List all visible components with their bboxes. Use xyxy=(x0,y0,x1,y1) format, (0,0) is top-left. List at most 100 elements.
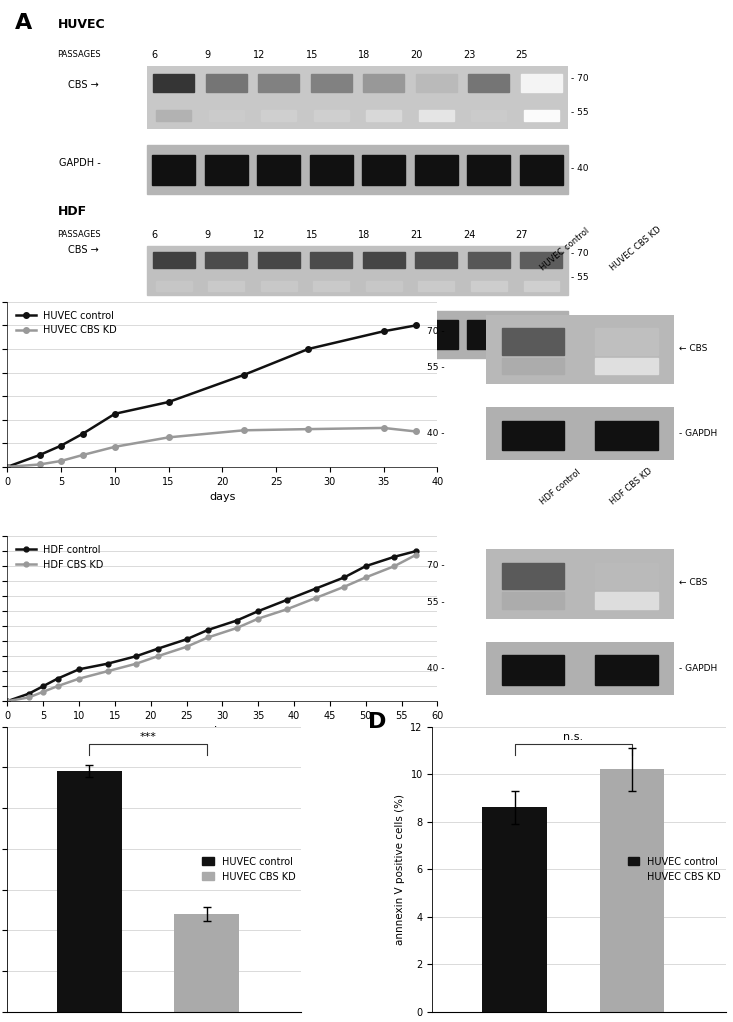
Bar xyxy=(156,110,191,122)
HDF control xyxy=(232,614,241,626)
Text: - 70: - 70 xyxy=(571,249,589,259)
Text: 6: 6 xyxy=(152,50,158,60)
Text: 15: 15 xyxy=(306,50,318,60)
Bar xyxy=(366,110,401,122)
Bar xyxy=(174,914,239,1012)
HDF control xyxy=(390,551,399,563)
Text: - GAPDH: - GAPDH xyxy=(679,663,717,672)
Bar xyxy=(415,154,458,185)
HDF CBS KD xyxy=(311,592,320,604)
Bar xyxy=(415,320,458,350)
HDF control xyxy=(311,583,320,595)
Text: - 55: - 55 xyxy=(571,108,589,118)
HUVEC control xyxy=(35,449,44,461)
HUVEC control xyxy=(240,369,248,381)
HUVEC control xyxy=(3,461,12,473)
Bar xyxy=(501,562,564,589)
Legend: HUVEC control, HUVEC CBS KD: HUVEC control, HUVEC CBS KD xyxy=(627,856,721,882)
Bar xyxy=(206,74,247,92)
Bar xyxy=(364,74,405,92)
HDF CBS KD xyxy=(153,650,162,662)
HUVEC CBS KD xyxy=(164,431,173,444)
HUVEC control xyxy=(304,342,313,355)
HUVEC control xyxy=(164,396,173,408)
HDF control xyxy=(24,688,33,700)
HDF CBS KD xyxy=(411,549,420,561)
Bar xyxy=(366,281,402,291)
Bar xyxy=(595,358,658,374)
Text: D: D xyxy=(368,712,386,732)
Line: HDF CBS KD: HDF CBS KD xyxy=(5,553,419,703)
Bar xyxy=(363,252,405,268)
Line: HDF control: HDF control xyxy=(5,549,419,703)
Text: 40 -: 40 - xyxy=(427,429,444,438)
HDF control xyxy=(254,605,262,617)
Bar xyxy=(362,320,405,350)
Bar xyxy=(600,770,664,1012)
Bar xyxy=(468,320,510,350)
Bar xyxy=(310,252,353,268)
HUVEC CBS KD xyxy=(35,458,44,470)
HDF CBS KD xyxy=(103,665,112,678)
Text: HUVEC control: HUVEC control xyxy=(538,226,591,272)
Bar xyxy=(311,74,352,92)
Bar xyxy=(362,154,405,185)
Bar xyxy=(147,246,567,295)
Bar xyxy=(310,320,353,350)
Text: n.s.: n.s. xyxy=(563,732,583,742)
Text: CBS →: CBS → xyxy=(68,245,99,254)
HDF control xyxy=(282,594,291,606)
Bar xyxy=(262,110,296,122)
Bar xyxy=(153,74,194,92)
Text: 70 -: 70 - xyxy=(427,561,444,570)
Text: 25: 25 xyxy=(515,50,528,60)
Bar xyxy=(524,110,559,122)
Line: HUVEC control: HUVEC control xyxy=(4,323,419,470)
Text: - GAPDH: - GAPDH xyxy=(679,429,717,438)
Legend: HDF control, HDF CBS KD: HDF control, HDF CBS KD xyxy=(12,541,108,573)
Text: PASSAGES: PASSAGES xyxy=(58,50,101,59)
Text: 24: 24 xyxy=(463,230,476,240)
Bar xyxy=(486,642,674,695)
Bar xyxy=(486,315,674,384)
Bar xyxy=(468,154,510,185)
HDF CBS KD xyxy=(24,691,33,703)
HDF CBS KD xyxy=(204,632,213,644)
HDF control xyxy=(340,571,349,584)
Bar xyxy=(261,281,297,291)
Text: - 70: - 70 xyxy=(571,74,589,83)
Legend: HUVEC control, HUVEC CBS KD: HUVEC control, HUVEC CBS KD xyxy=(12,307,121,339)
Bar xyxy=(147,145,567,194)
Bar xyxy=(471,281,507,291)
Text: PASSAGES: PASSAGES xyxy=(58,230,101,239)
HUVEC control xyxy=(56,439,65,452)
Bar xyxy=(471,110,507,122)
Bar xyxy=(205,154,248,185)
Bar xyxy=(501,421,564,451)
HDF control xyxy=(75,663,84,676)
HDF control xyxy=(153,643,162,655)
HDF CBS KD xyxy=(182,641,191,653)
Text: 55 -: 55 - xyxy=(427,598,444,607)
Bar xyxy=(416,252,457,268)
Text: ← CBS: ← CBS xyxy=(679,343,707,353)
HDF CBS KD xyxy=(39,686,48,698)
HUVEC control xyxy=(411,319,420,331)
HDF control xyxy=(182,634,191,646)
Bar xyxy=(595,593,658,609)
Bar xyxy=(595,421,658,451)
Bar xyxy=(57,772,122,1012)
HUVEC CBS KD xyxy=(3,461,12,473)
Text: - 40: - 40 xyxy=(571,165,589,173)
Bar xyxy=(521,74,562,92)
Text: - 40: - 40 xyxy=(571,330,589,339)
Text: 12: 12 xyxy=(254,230,265,240)
Bar xyxy=(595,562,658,589)
Text: CBS →: CBS → xyxy=(68,80,99,90)
Text: 18: 18 xyxy=(358,50,370,60)
Text: 55 -: 55 - xyxy=(427,364,444,372)
HDF CBS KD xyxy=(282,603,291,615)
FancyBboxPatch shape xyxy=(147,66,567,129)
Bar xyxy=(314,281,349,291)
Bar xyxy=(419,110,454,122)
